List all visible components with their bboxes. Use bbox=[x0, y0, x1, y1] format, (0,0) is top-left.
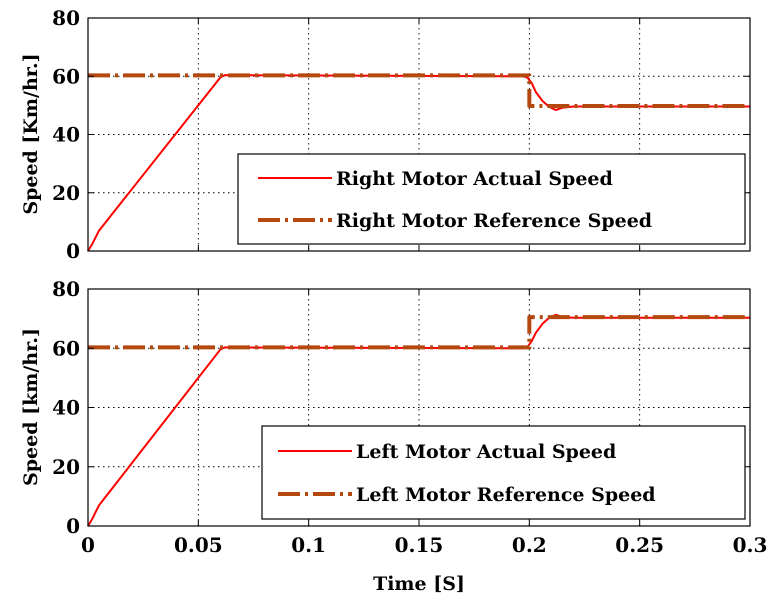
top-series-actual-line bbox=[87, 74, 750, 252]
bottom-y-tick-label-0: 0 bbox=[66, 514, 80, 538]
bottom-x-tick-label-0: 0 bbox=[81, 533, 95, 557]
top-y-tick-label-1: 20 bbox=[52, 181, 80, 205]
top-chart-ticks: 0 20 40 60 80 bbox=[52, 6, 751, 263]
bottom-x-tick-label-1: 0.05 bbox=[174, 533, 223, 557]
bottom-chart-legend-box bbox=[261, 425, 746, 520]
bottom-chart-ticks: 0 0.05 0.1 0.15 0.2 0.25 0.3 0 20 40 60 80 bbox=[52, 277, 767, 557]
top-y-tick-label-3: 60 bbox=[52, 64, 80, 88]
x-axis-label: Time [S] bbox=[373, 573, 465, 595]
bottom-series-reference-line bbox=[88, 315, 750, 350]
bottom-x-tick-label-5: 0.25 bbox=[615, 533, 664, 557]
top-y-tick-label-0: 0 bbox=[66, 239, 80, 263]
bottom-legend-label-reference: Left Motor Reference Speed bbox=[356, 484, 656, 506]
bottom-y-tick-label-4: 80 bbox=[52, 277, 80, 301]
bottom-y-tick-label-1: 20 bbox=[52, 455, 80, 479]
top-chart-legend: Right Motor Actual Speed Right Motor Ref… bbox=[237, 153, 746, 245]
top-y-tick-label-2: 40 bbox=[52, 123, 80, 147]
top-legend-label-reference: Right Motor Reference Speed bbox=[336, 210, 652, 232]
bottom-x-tick-label-2: 0.1 bbox=[291, 533, 326, 557]
bottom-x-tick-label-3: 0.15 bbox=[395, 533, 444, 557]
bottom-legend-label-actual: Left Motor Actual Speed bbox=[356, 441, 616, 463]
top-chart-ylabel: Speed [Km/hr.] bbox=[20, 53, 42, 214]
top-chart-legend-box bbox=[237, 153, 746, 245]
bottom-x-tick-label-4: 0.2 bbox=[512, 533, 547, 557]
top-y-tick-label-4: 80 bbox=[52, 6, 80, 30]
bottom-chart-panel: 0 0.05 0.1 0.15 0.2 0.25 0.3 0 20 40 60 80 Speed [k… bbox=[20, 277, 767, 557]
bottom-y-tick-label-3: 60 bbox=[52, 336, 80, 360]
top-chart-panel: 0 20 40 60 80 Speed [Km/hr.] Right Motor Act… bbox=[20, 6, 751, 263]
top-chart-series bbox=[87, 73, 750, 252]
bottom-chart-ylabel: Speed [km/hr.] bbox=[20, 328, 42, 486]
bottom-chart-legend: Left Motor Actual Speed Left Motor Refer… bbox=[261, 425, 746, 520]
bottom-x-tick-label-6: 0.3 bbox=[733, 533, 768, 557]
bottom-y-tick-label-2: 40 bbox=[52, 396, 80, 420]
bottom-chart-series bbox=[87, 313, 750, 527]
top-series-reference-line bbox=[88, 73, 750, 108]
top-legend-label-actual: Right Motor Actual Speed bbox=[336, 168, 613, 190]
